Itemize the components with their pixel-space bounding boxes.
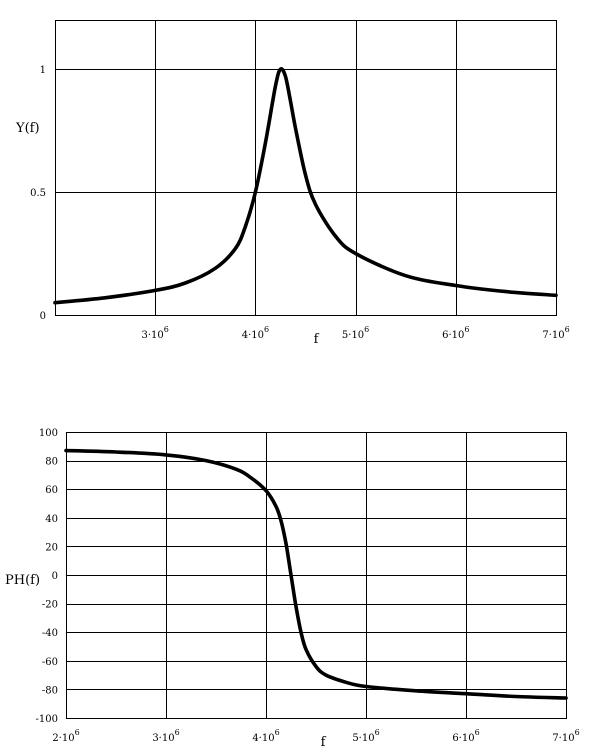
x-tick-label: 4·106 xyxy=(252,728,279,744)
y-tick-label: -40 xyxy=(42,628,58,639)
x-tick-base: 6·10 xyxy=(442,330,464,341)
x-tick-base: 7·10 xyxy=(552,733,574,744)
x-tick-base: 5·10 xyxy=(342,330,364,341)
x-tick-label: 6·106 xyxy=(442,325,469,341)
x-tick-exponent: 6 xyxy=(75,728,80,737)
x-tick-exponent: 6 xyxy=(464,325,469,334)
x-tick-base: 2·10 xyxy=(52,733,74,744)
x-tick-exponent: 6 xyxy=(375,728,380,737)
x-tick-label: 3·106 xyxy=(152,728,179,744)
x-tick-base: 4·10 xyxy=(252,733,274,744)
x-tick-base: 4·10 xyxy=(242,330,264,341)
x-tick-exponent: 6 xyxy=(475,728,480,737)
x-tick-label: 3·106 xyxy=(142,325,169,341)
x-tick-label: 4·106 xyxy=(242,325,269,341)
plot-frame xyxy=(66,432,567,719)
x-tick-label: 5·106 xyxy=(342,325,369,341)
x-tick-label: 7·106 xyxy=(552,728,579,744)
x-axis-label: f xyxy=(314,332,320,347)
y-tick-label: -80 xyxy=(42,685,58,696)
x-tick-label: 6·106 xyxy=(452,728,479,744)
x-tick-exponent: 6 xyxy=(575,728,580,737)
y-tick-label: 0 xyxy=(40,311,46,322)
y-tick-label: 60 xyxy=(45,485,58,496)
x-tick-base: 6·10 xyxy=(452,733,474,744)
x-tick-exponent: 6 xyxy=(164,325,169,334)
y-tick-label: -20 xyxy=(42,600,58,611)
x-tick-label: 7·106 xyxy=(542,325,569,341)
y-tick-label: 20 xyxy=(45,542,58,553)
y-tick-label: 0.5 xyxy=(30,188,46,199)
y-axis-label: Y(f) xyxy=(15,121,40,136)
y-axis-label: PH(f) xyxy=(5,573,40,588)
plot-frame xyxy=(55,20,557,316)
x-tick-base: 7·10 xyxy=(542,330,564,341)
y-tick-label: 40 xyxy=(45,514,58,525)
y-tick-label: 1 xyxy=(40,65,46,76)
x-tick-exponent: 6 xyxy=(364,325,369,334)
x-tick-exponent: 6 xyxy=(264,325,269,334)
x-tick-exponent: 6 xyxy=(565,325,570,334)
x-tick-exponent: 6 xyxy=(175,728,180,737)
y-tick-label: 100 xyxy=(39,428,58,439)
y-tick-label: 0 xyxy=(52,571,58,582)
x-tick-base: 3·10 xyxy=(152,733,174,744)
y-tick-label: -100 xyxy=(36,714,58,725)
x-tick-base: 3·10 xyxy=(142,330,164,341)
series-line xyxy=(64,448,568,700)
phase-plot: 100806040200-20-40-60-80-1002·1063·1064·… xyxy=(5,428,580,750)
x-axis-label: f xyxy=(321,735,327,750)
series-line xyxy=(53,67,558,305)
x-tick-base: 5·10 xyxy=(352,733,374,744)
x-tick-label: 2·106 xyxy=(52,728,79,744)
x-tick-exponent: 6 xyxy=(275,728,280,737)
y-tick-label: 80 xyxy=(45,457,58,468)
y-tick-label: -60 xyxy=(42,657,58,668)
x-tick-label: 5·106 xyxy=(352,728,379,744)
